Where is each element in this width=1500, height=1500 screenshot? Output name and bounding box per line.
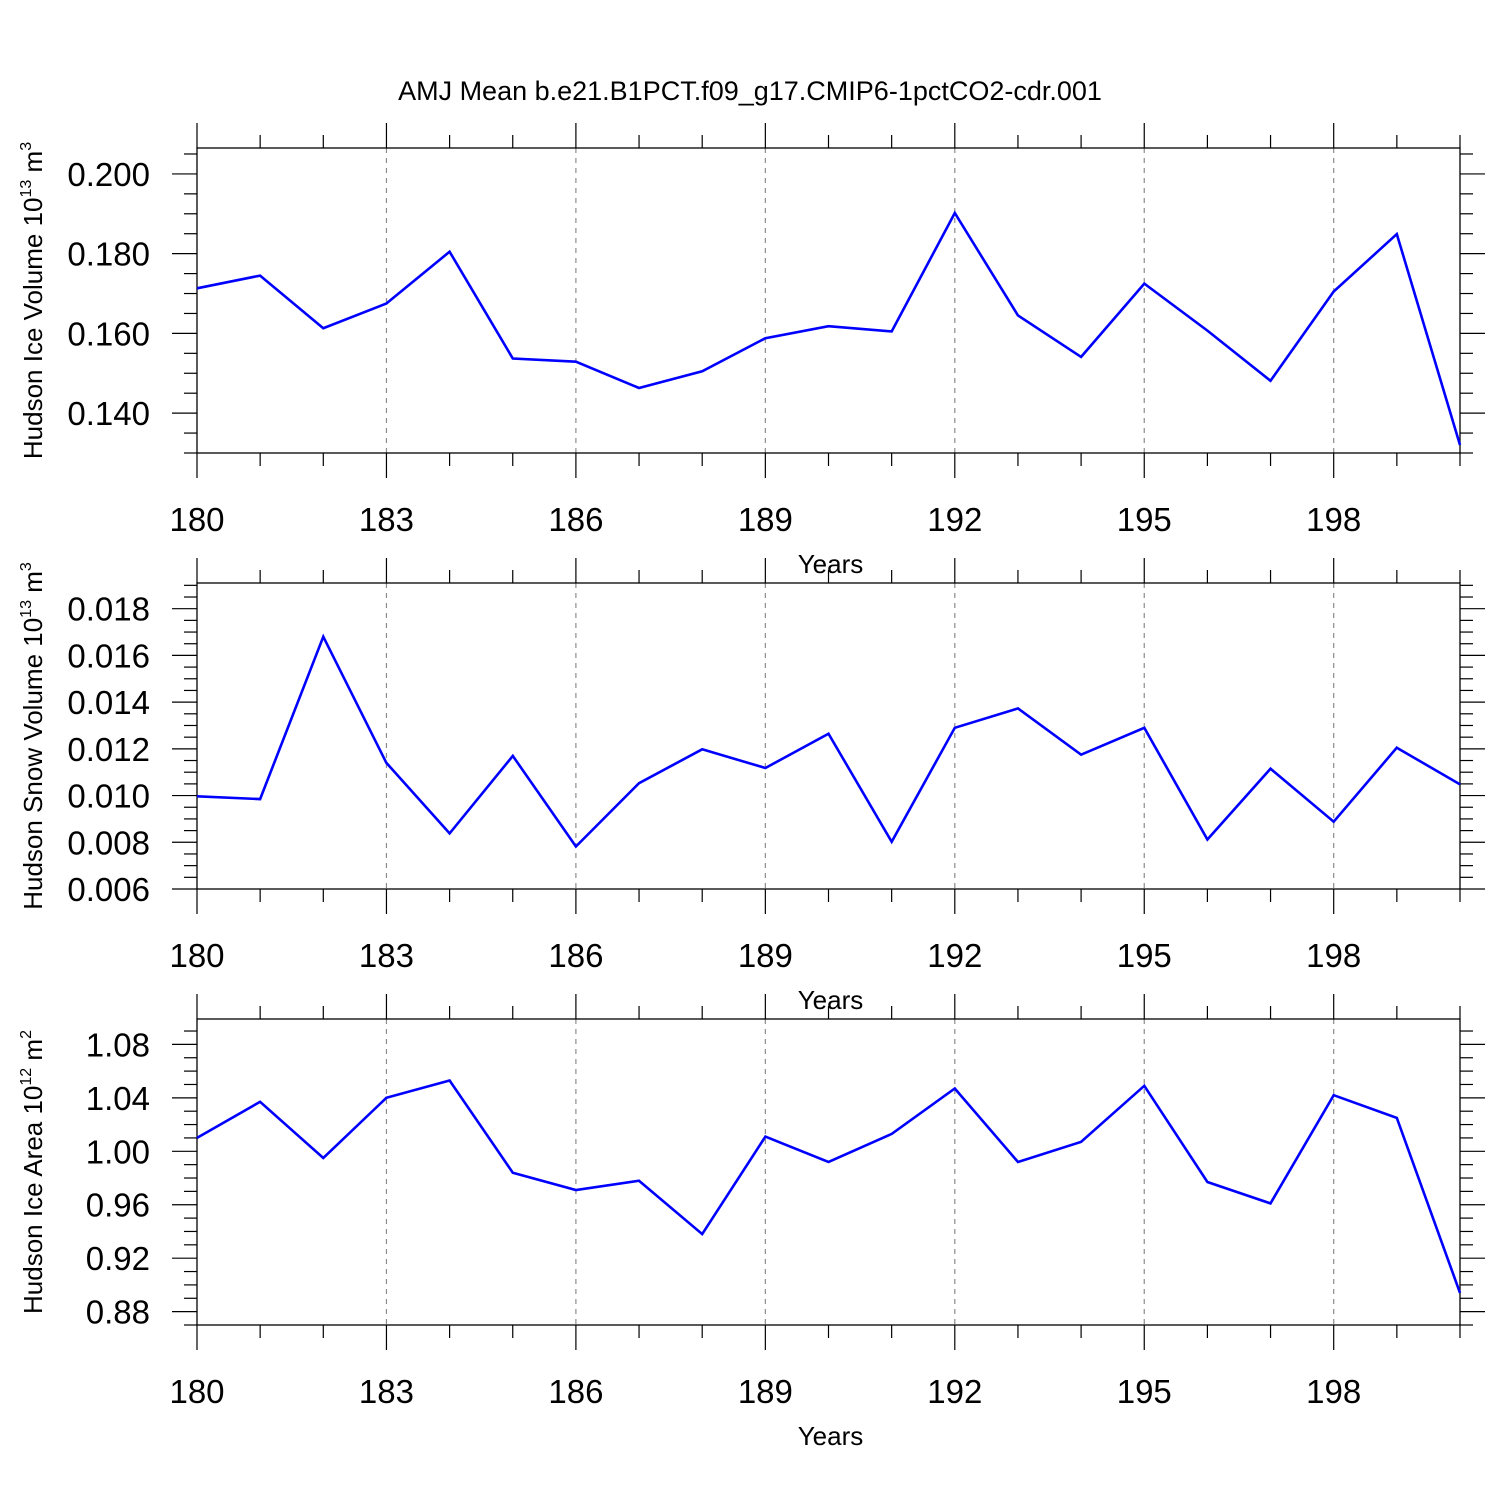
y-tick-label: 0.96 bbox=[86, 1187, 150, 1224]
y-axis-title-exponent: 13 bbox=[18, 180, 35, 198]
x-tick-label: 186 bbox=[548, 501, 603, 538]
y-tick-label: 0.200 bbox=[67, 156, 150, 193]
y-tick-label: 0.012 bbox=[67, 731, 150, 768]
x-tick-label: 195 bbox=[1117, 937, 1172, 974]
y-tick-label: 0.014 bbox=[67, 684, 150, 721]
x-tick-label: 189 bbox=[738, 937, 793, 974]
y-axis-title-unit: m bbox=[18, 151, 48, 180]
y-axis-title: Hudson Snow Volume 1013 m3 bbox=[18, 562, 48, 910]
y-axis-title-text: Hudson Snow Volume 10 bbox=[18, 618, 48, 910]
y-axis-title-text: Hudson Ice Area 10 bbox=[18, 1086, 48, 1314]
y-tick-label: 0.140 bbox=[67, 395, 150, 432]
x-tick-label: 192 bbox=[927, 1373, 982, 1410]
y-axis-title-unit: m bbox=[18, 571, 48, 600]
y-tick-label: 0.006 bbox=[67, 871, 150, 908]
y-axis-title-exponent: 13 bbox=[18, 600, 35, 618]
x-tick-label: 183 bbox=[359, 1373, 414, 1410]
y-tick-label: 0.92 bbox=[86, 1240, 150, 1277]
y-axis-title-exponent: 12 bbox=[18, 1068, 35, 1086]
y-tick-label: 0.018 bbox=[67, 591, 150, 628]
x-tick-label: 192 bbox=[927, 501, 982, 538]
y-tick-label: 1.00 bbox=[86, 1133, 150, 1170]
x-tick-label: 198 bbox=[1306, 1373, 1361, 1410]
plot-frame bbox=[196, 1018, 1461, 1326]
y-tick-label: 0.008 bbox=[67, 824, 150, 861]
x-tick-label: 189 bbox=[738, 1373, 793, 1410]
panels-container: 0.140 0.160 0.180 0.200 180 183 186 189 192 195 19… bbox=[18, 123, 1485, 1451]
y-axis-title-unit: m bbox=[18, 1039, 48, 1068]
x-axis-title: Years bbox=[798, 1421, 864, 1451]
x-tick-label: 192 bbox=[927, 937, 982, 974]
x-tick-label: 189 bbox=[738, 501, 793, 538]
plot-frame bbox=[196, 147, 1461, 454]
y-axis-title: Hudson Ice Volume 1013 m3 bbox=[18, 142, 48, 459]
y-tick-label: 1.08 bbox=[86, 1026, 150, 1063]
x-tick-label: 186 bbox=[548, 937, 603, 974]
x-axis-title: Years bbox=[798, 985, 864, 1015]
x-tick-label: 180 bbox=[169, 937, 224, 974]
panel-3: 0.88 0.92 0.96 1.00 1.04 1.08 180 183 186 189 192 1… bbox=[18, 994, 1485, 1451]
y-tick-label: 0.010 bbox=[67, 778, 150, 815]
y-tick-label: 0.88 bbox=[86, 1294, 150, 1331]
x-tick-label: 183 bbox=[359, 937, 414, 974]
y-axis-title-unit-exponent: 3 bbox=[18, 142, 35, 151]
plot-frame bbox=[196, 582, 1461, 890]
panel-1: 0.140 0.160 0.180 0.200 180 183 186 189 192 195 19… bbox=[18, 123, 1485, 579]
y-tick-label: 0.180 bbox=[67, 236, 150, 273]
x-tick-label: 180 bbox=[169, 501, 224, 538]
x-tick-label: 183 bbox=[359, 501, 414, 538]
x-tick-label: 198 bbox=[1306, 501, 1361, 538]
y-axis-title-unit-exponent: 2 bbox=[18, 1030, 35, 1039]
chart-title: AMJ Mean b.e21.B1PCT.f09_g17.CMIP6-1pctC… bbox=[398, 76, 1102, 106]
y-axis-title: Hudson Ice Area 1012 m2 bbox=[18, 1030, 48, 1314]
y-tick-label: 1.04 bbox=[86, 1080, 150, 1117]
x-tick-label: 186 bbox=[548, 1373, 603, 1410]
panel-2: 0.006 0.008 0.010 0.012 0.014 0.016 0.018 180 18… bbox=[18, 558, 1485, 1015]
x-axis-title: Years bbox=[798, 549, 864, 579]
x-tick-label: 198 bbox=[1306, 937, 1361, 974]
y-axis-title-text: Hudson Ice Volume 10 bbox=[18, 197, 48, 459]
y-tick-label: 0.160 bbox=[67, 315, 150, 352]
x-tick-label: 180 bbox=[169, 1373, 224, 1410]
x-tick-label: 195 bbox=[1117, 501, 1172, 538]
x-tick-label: 195 bbox=[1117, 1373, 1172, 1410]
y-tick-label: 0.016 bbox=[67, 637, 150, 674]
y-axis-title-unit-exponent: 3 bbox=[18, 562, 35, 571]
